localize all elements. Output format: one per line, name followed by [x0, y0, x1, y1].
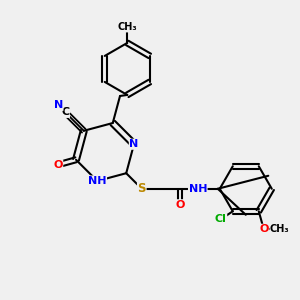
- Text: N: N: [129, 139, 139, 149]
- Text: Cl: Cl: [215, 214, 227, 224]
- Text: NH: NH: [188, 184, 207, 194]
- Text: NH: NH: [88, 176, 106, 186]
- Text: S: S: [137, 182, 146, 195]
- Text: CH₃: CH₃: [117, 22, 137, 32]
- Text: C: C: [61, 107, 70, 117]
- Text: CH₃: CH₃: [270, 224, 290, 234]
- Text: O: O: [259, 224, 268, 234]
- Text: N: N: [54, 100, 63, 110]
- Text: O: O: [175, 200, 184, 210]
- Text: O: O: [53, 160, 63, 170]
